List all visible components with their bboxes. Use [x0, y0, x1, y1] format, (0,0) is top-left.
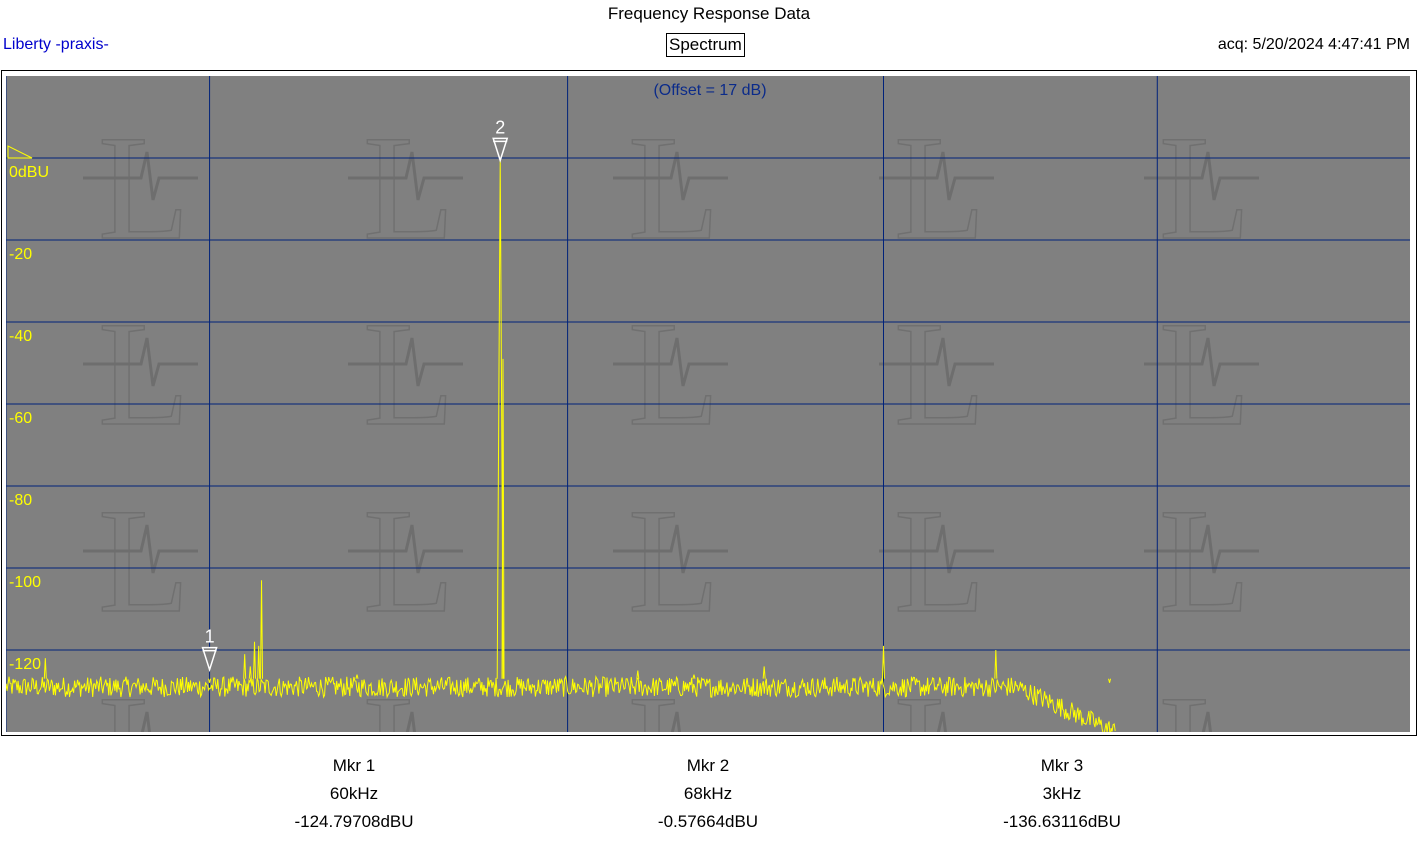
watermark-pulse-icon — [879, 337, 994, 387]
spectrum-peak — [260, 580, 264, 679]
y-tick-label: -100 — [9, 574, 41, 591]
offset-label: (Offset = 17 dB) — [653, 82, 766, 99]
watermark-l-glyph: L — [98, 105, 190, 271]
watermark-l-glyph: L — [363, 478, 455, 644]
watermark-pulse-icon — [348, 524, 463, 574]
reference-label: 0dBU — [9, 164, 49, 181]
spectrum-peak — [253, 641, 257, 679]
spectrum-plot[interactable]: LLLLLLLLLLLLLLLLLLLL -20 -40 -60 -80 -100 -12… — [6, 76, 1410, 732]
y-tick-labels: -20 -40 -60 -80 -100 -120 — [9, 246, 41, 673]
marker-2-level: -0.57664dBU — [657, 812, 759, 831]
marker-3-readout: Mkr 3 3kHz -136.63116dBU — [932, 752, 1192, 836]
watermark-l-glyph: L — [894, 291, 986, 457]
watermark-l-glyph: L — [98, 478, 190, 644]
y-tick-label: -40 — [9, 328, 32, 345]
y-tick-label: -120 — [9, 656, 41, 673]
spectrum-peak — [248, 666, 252, 679]
spectrum-peak — [243, 654, 247, 679]
acquisition-timestamp: acq: 5/20/2024 4:47:41 PM — [1217, 36, 1410, 53]
spectrum-peak — [692, 674, 696, 679]
watermark-pulse-icon — [83, 337, 198, 387]
marker-2-triangle-icon — [492, 137, 509, 163]
watermark-l-glyph: L — [894, 105, 986, 271]
watermark-pulse-icon — [879, 524, 994, 574]
spectrum-peak — [43, 658, 47, 679]
watermark-pulse-icon — [613, 337, 728, 387]
spectrum-peak — [882, 645, 885, 679]
y-tick-label: -20 — [9, 246, 32, 263]
reference-triangle-icon — [7, 145, 33, 159]
spectrum-peak — [355, 674, 359, 679]
marker-1-readout: Mkr 1 60kHz -124.79708dBU — [224, 752, 484, 836]
watermark-l-glyph: L — [628, 478, 720, 644]
watermark-l-glyph: L — [628, 291, 720, 457]
watermark-l-glyph: L — [1159, 105, 1251, 271]
marker-3-name: Mkr 3 — [1040, 756, 1084, 775]
marker-1-label: 1 — [205, 627, 215, 647]
watermark-pulse-icon — [83, 151, 198, 201]
spectrum-peak — [208, 678, 212, 683]
spectrum-peak — [1108, 678, 1112, 683]
spectrum-peak — [636, 670, 640, 679]
watermark-l-glyph: L — [894, 478, 986, 644]
horizontal-gridlines — [6, 157, 1410, 651]
watermark-pulse-icon — [1144, 524, 1259, 574]
marker-3-frequency: 3kHz — [1042, 784, 1082, 803]
watermark-l-glyph: L — [1159, 291, 1251, 457]
marker-1-frequency: 60kHz — [329, 784, 379, 803]
marker-2-label: 2 — [495, 117, 505, 137]
y-tick-label: -80 — [9, 492, 32, 509]
marker-3-level: -136.63116dBU — [1003, 812, 1121, 831]
watermark-pulse-icon — [613, 524, 728, 574]
watermark-layer: LLLLLLLLLLLLLLLLLLLL — [83, 104, 1259, 732]
spectrum-peak — [257, 645, 261, 679]
marker-1-level: -124.79708dBU — [294, 812, 414, 831]
watermark-pulse-icon — [1144, 151, 1259, 201]
reference-marker: 0dBU — [7, 145, 49, 181]
page-title: Frequency Response Data — [607, 4, 811, 23]
y-tick-label: -60 — [9, 410, 32, 427]
marker-2-name: Mkr 2 — [686, 756, 730, 775]
watermark-pulse-icon — [613, 151, 728, 201]
watermark-pulse-icon — [1144, 337, 1259, 387]
marker-2-readout: Mkr 2 68kHz -0.57664dBU — [578, 752, 838, 836]
watermark-l-glyph: L — [1159, 478, 1251, 644]
spectrum-mode-button[interactable]: Spectrum — [666, 33, 745, 57]
spectrum-peak — [501, 358, 505, 679]
marker-2-frequency: 68kHz — [683, 784, 733, 803]
marker-1-triangle-icon — [201, 646, 218, 673]
plot-markers: 12 — [201, 117, 509, 673]
spectrum-peak — [994, 649, 998, 679]
brand-label: Liberty -praxis- — [3, 36, 109, 53]
vertical-gridlines — [6, 76, 1158, 732]
marker-1-name: Mkr 1 — [332, 756, 376, 775]
watermark-pulse-icon — [879, 151, 994, 201]
watermark-l-glyph: L — [363, 291, 455, 457]
watermark-l-glyph: L — [363, 105, 455, 271]
watermark-pulse-icon — [348, 337, 463, 387]
marker-readout-panel: Mkr 1 60kHz -124.79708dBU Mkr 2 68kHz -0… — [0, 752, 1418, 842]
spectrum-peak — [762, 666, 766, 679]
watermark-l-glyph: L — [98, 291, 190, 457]
spectrum-trace — [6, 675, 1116, 732]
watermark-pulse-icon — [348, 151, 463, 201]
watermark-pulse-icon — [83, 524, 198, 574]
watermark-l-glyph: L — [628, 105, 720, 271]
